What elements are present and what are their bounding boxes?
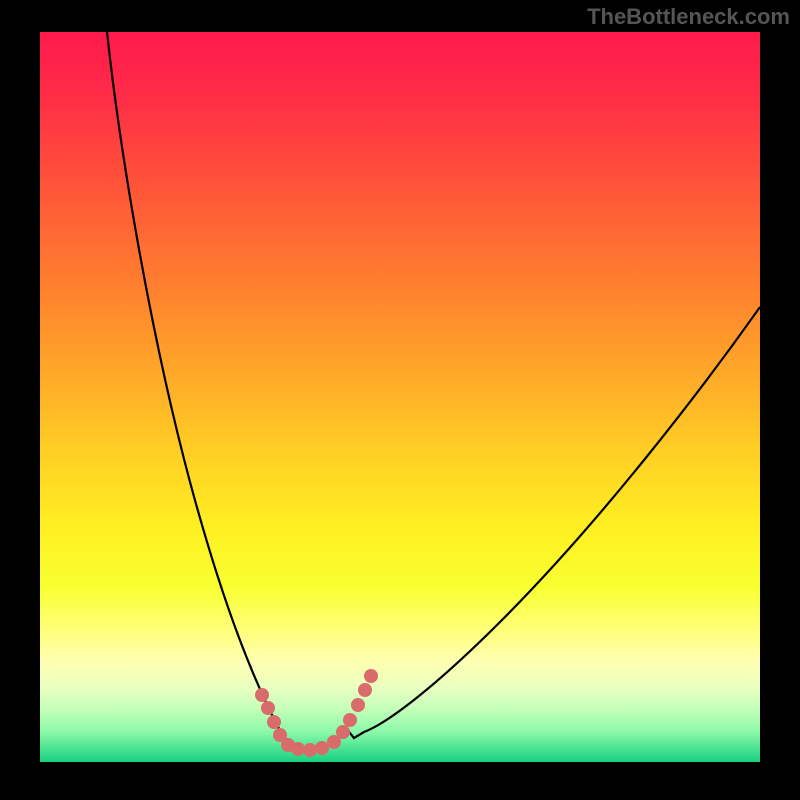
highlight-dot <box>303 743 317 757</box>
highlight-dot <box>351 698 365 712</box>
chart-container: TheBottleneck.com <box>0 0 800 800</box>
curve-overlay <box>40 32 760 762</box>
highlight-dot <box>343 713 357 727</box>
highlight-dot <box>255 688 269 702</box>
bottleneck-curve-right <box>346 307 760 738</box>
highlight-dot <box>364 669 378 683</box>
highlight-dots <box>255 669 378 757</box>
plot-area <box>40 32 760 762</box>
highlight-dot <box>267 715 281 729</box>
highlight-dot <box>336 725 350 739</box>
bottleneck-curve-left <box>107 32 346 750</box>
highlight-dot <box>315 741 329 755</box>
highlight-dot <box>261 701 275 715</box>
watermark-text: TheBottleneck.com <box>587 4 790 30</box>
highlight-dot <box>358 683 372 697</box>
highlight-dot <box>291 742 305 756</box>
